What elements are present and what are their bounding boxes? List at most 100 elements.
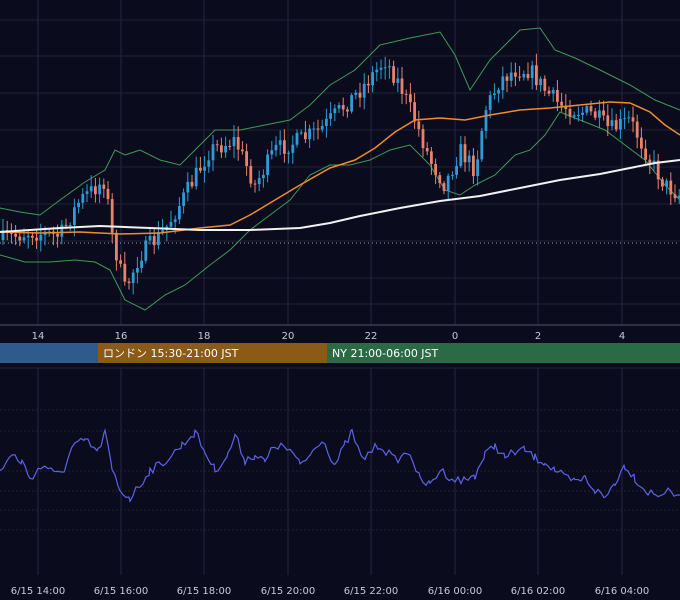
- candle-body: [94, 186, 97, 195]
- candle-body: [136, 267, 139, 273]
- candle-body: [182, 192, 185, 206]
- oscillator-series: [0, 428, 680, 503]
- candle-body: [375, 69, 379, 73]
- grid-lines: [0, 0, 680, 575]
- time-x-tick: 6/15 14:00: [11, 586, 65, 597]
- candle-body: [514, 72, 517, 77]
- candle-body: [220, 145, 223, 153]
- candle-body: [56, 233, 59, 237]
- moving-average-short: [0, 101, 680, 235]
- candle-body: [262, 174, 265, 179]
- candle-body: [430, 151, 433, 164]
- candle-body: [320, 125, 324, 130]
- candle-body: [602, 110, 605, 116]
- candle-body: [463, 144, 467, 163]
- candle-body: [577, 114, 580, 116]
- candle-body: [509, 72, 513, 81]
- candle-body: [18, 236, 22, 241]
- candle-body: [274, 144, 278, 151]
- candle-body: [530, 65, 534, 79]
- candle-body: [379, 67, 383, 70]
- candle-body: [207, 160, 211, 167]
- candle-body: [270, 150, 274, 155]
- candle-body: [589, 106, 593, 112]
- candle-body: [610, 120, 614, 127]
- moving-averages: [0, 101, 680, 235]
- candle-body: [560, 101, 563, 106]
- candle-body: [299, 132, 303, 134]
- candle-body: [396, 78, 400, 83]
- candle-body: [190, 181, 194, 187]
- candle-body: [526, 73, 530, 79]
- candle-body: [81, 193, 85, 203]
- candle-body: [434, 163, 437, 176]
- candle-body: [169, 221, 173, 227]
- candle-body: [446, 175, 450, 191]
- candle-body: [539, 78, 542, 86]
- candle-body: [522, 73, 526, 78]
- candle-body: [644, 148, 647, 160]
- session-bar: ロンドン 15:30-21:00 JST NY 21:00-06:00 JST: [0, 343, 680, 363]
- candle-body: [157, 231, 160, 246]
- candle-body: [585, 106, 589, 113]
- candle-body: [581, 112, 584, 115]
- candle-body: [593, 111, 597, 118]
- candle-body: [480, 130, 484, 160]
- candle-body: [383, 67, 387, 69]
- candle-body: [14, 233, 17, 237]
- price-x-axis: 14 16 18 20 22 0 2 4: [32, 331, 626, 342]
- candle-body: [295, 132, 299, 145]
- candle-body: [253, 183, 257, 185]
- candle-body: [459, 144, 463, 166]
- candle-body: [501, 76, 505, 91]
- moving-average-long: [0, 159, 680, 233]
- candle-body: [316, 128, 320, 130]
- candle-body: [85, 191, 89, 194]
- candle-body: [677, 195, 680, 199]
- candle-body: [144, 240, 148, 261]
- candle-body: [472, 155, 475, 177]
- session-label: NY 21:00-06:00 JST: [332, 347, 439, 360]
- candle-body: [606, 115, 610, 127]
- candle-body: [404, 93, 408, 95]
- candle-body: [249, 166, 253, 184]
- candle-body: [572, 115, 576, 117]
- candle-body: [648, 159, 652, 164]
- candle-body: [337, 105, 341, 109]
- bollinger-bands: [0, 27, 680, 311]
- candle-body: [564, 105, 568, 109]
- candle-body: [400, 78, 404, 94]
- candle-body: [241, 149, 244, 152]
- candle-body: [312, 128, 316, 130]
- candle-body: [106, 188, 110, 200]
- candle-body: [35, 237, 38, 241]
- candle-body: [556, 89, 559, 102]
- candle-body: [362, 83, 366, 98]
- candle-body: [505, 76, 509, 81]
- bollinger-lower: [0, 111, 680, 311]
- price-x-tick: 20: [282, 331, 295, 342]
- candle-body: [543, 78, 547, 91]
- session-segment: [327, 343, 680, 363]
- price-x-tick: 14: [32, 331, 45, 342]
- candle-body: [325, 118, 328, 126]
- candle-body: [497, 90, 500, 94]
- candle-body: [493, 93, 496, 96]
- candle-body: [291, 144, 295, 153]
- candle-body: [98, 184, 101, 195]
- candle-body: [1, 230, 5, 240]
- candle-body: [228, 145, 232, 147]
- candle-body: [68, 225, 72, 227]
- price-x-tick: 18: [198, 331, 211, 342]
- price-x-tick: 4: [619, 331, 625, 342]
- candle-body: [31, 235, 34, 238]
- candle-body: [635, 121, 639, 138]
- candle-body: [224, 145, 227, 153]
- candle-body: [329, 113, 332, 119]
- candle-body: [304, 132, 307, 140]
- time-x-tick: 6/15 22:00: [344, 586, 398, 597]
- candle-body: [333, 108, 337, 114]
- oscillator-line: [0, 428, 680, 503]
- candle-body: [173, 219, 177, 222]
